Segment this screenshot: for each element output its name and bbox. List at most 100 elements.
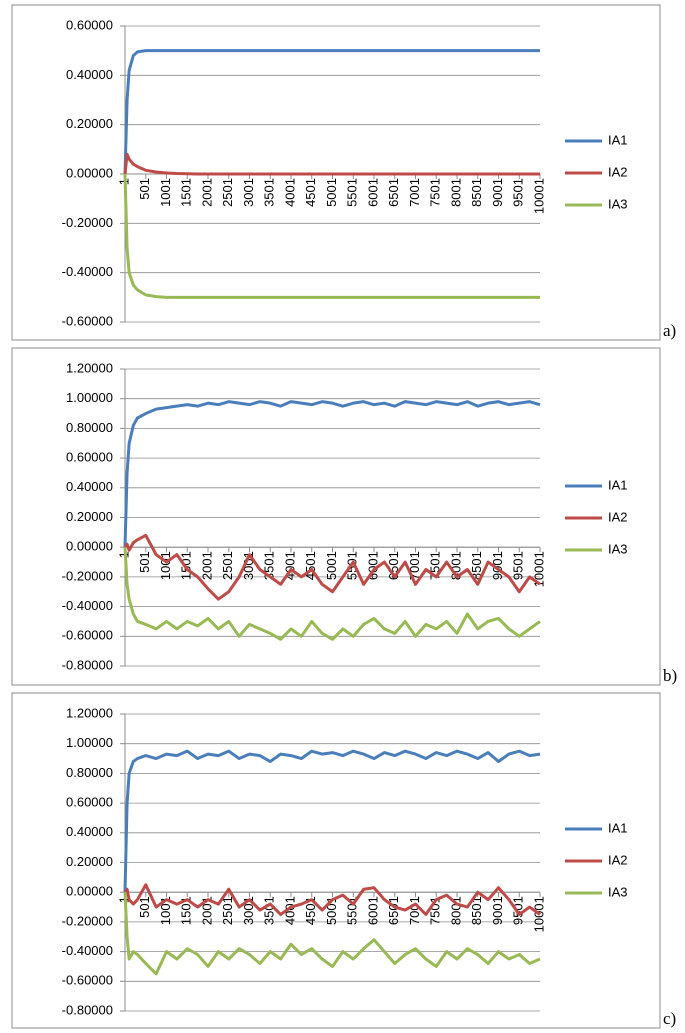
y-tick-label: -0.20000	[62, 568, 113, 583]
y-tick-label: 1.00000	[66, 735, 113, 750]
x-tick-label: 8001	[448, 178, 463, 207]
x-tick-label: 4001	[282, 178, 297, 207]
x-tick-label: 6501	[386, 178, 401, 207]
x-tick-label: 1501	[179, 178, 194, 207]
series-line	[123, 533, 541, 601]
x-tick-label: 7501	[428, 178, 443, 207]
x-tick-label: 2501	[220, 178, 235, 207]
legend-label: IA1	[608, 820, 628, 835]
x-tick-label: 8501	[469, 896, 484, 925]
x-tick-label: 2501	[220, 896, 235, 925]
series-line	[123, 883, 541, 916]
y-tick-label: 1.20000	[66, 705, 113, 720]
x-tick-label: 6501	[386, 896, 401, 925]
y-tick-label: 0.00000	[66, 539, 113, 554]
chart: b) -0.80000 -0.60000 -0.40000 -0.20000 0.0000…	[11, 347, 677, 686]
y-tick-label: 0.20000	[66, 116, 113, 131]
x-tick-label: 3501	[262, 178, 277, 207]
chart-frame	[11, 4, 661, 341]
x-tick-label: 1501	[179, 896, 194, 925]
x-tick-label: 7001	[407, 896, 422, 925]
x-tick-label: 1001	[158, 551, 173, 580]
series-line	[123, 152, 540, 176]
panel-label: c)	[663, 1009, 676, 1028]
x-tick-label: 10001	[531, 178, 546, 214]
x-tick-label: 7501	[428, 896, 443, 925]
x-tick-label: 5501	[345, 178, 360, 207]
chart: c) -0.80000 -0.60000 -0.40000 -0.20000 0.0000…	[11, 692, 676, 1029]
series-line	[123, 749, 541, 893]
x-tick-label: 9001	[490, 896, 505, 925]
legend-label: IA1	[608, 477, 628, 492]
y-tick-label: 0.00000	[66, 165, 113, 180]
chart-frame	[11, 692, 661, 1029]
x-tick-label: 5501	[345, 896, 360, 925]
x-tick-label: 9001	[490, 178, 505, 207]
series-line	[123, 547, 541, 641]
series-line	[123, 49, 540, 175]
x-tick-label: 4501	[303, 178, 318, 207]
y-tick-label: 0.80000	[66, 420, 113, 435]
x-tick-label: 1001	[158, 178, 173, 207]
chart: a) -0.60000 -0.40000 -0.20000 0.00000 0.20000…	[11, 4, 676, 341]
x-tick-label: 3501	[262, 896, 277, 925]
x-tick-label: 9501	[511, 178, 526, 207]
x-tick-label: 7001	[407, 178, 422, 207]
series-line	[123, 400, 541, 548]
y-tick-label: -0.60000	[62, 313, 113, 328]
x-tick-label: 4001	[282, 896, 297, 925]
y-tick-label: -0.80000	[62, 1002, 113, 1017]
series-line	[123, 892, 541, 976]
y-tick-label: 0.60000	[66, 450, 113, 465]
y-tick-label: -0.40000	[62, 264, 113, 279]
x-tick-label: 5001	[324, 178, 339, 207]
y-tick-label: 0.80000	[66, 765, 113, 780]
x-tick-label: 10001	[531, 551, 546, 587]
x-tick-label: 501	[137, 551, 152, 573]
x-tick-label: 5001	[324, 551, 339, 580]
x-tick-label: 501	[137, 178, 152, 200]
x-tick-label: 3001	[241, 178, 256, 207]
y-tick-label: -0.80000	[62, 657, 113, 672]
chart-frame	[11, 347, 661, 686]
legend-label: IA2	[608, 852, 628, 867]
x-tick-label: 8501	[469, 178, 484, 207]
x-tick-label: 6001	[365, 178, 380, 207]
y-tick-label: -0.20000	[62, 215, 113, 230]
series-line	[123, 173, 540, 299]
y-tick-label: 0.60000	[66, 17, 113, 32]
y-tick-label: 0.00000	[66, 884, 113, 899]
y-tick-label: -0.40000	[62, 598, 113, 613]
x-tick-label: 2001	[199, 551, 214, 580]
legend-label: IA3	[608, 541, 628, 556]
x-tick-label: 2001	[199, 178, 214, 207]
y-tick-label: 0.40000	[66, 67, 113, 82]
y-tick-label: 0.40000	[66, 479, 113, 494]
y-tick-label: 1.20000	[66, 360, 113, 375]
y-tick-label: 0.20000	[66, 509, 113, 524]
x-tick-label: 8501	[469, 551, 484, 580]
y-tick-label: -0.40000	[62, 943, 113, 958]
legend-label: IA1	[608, 132, 628, 147]
legend-label: IA2	[608, 509, 628, 524]
legend-label: IA3	[608, 884, 628, 899]
legend-label: IA3	[608, 196, 628, 211]
y-tick-label: -0.60000	[62, 628, 113, 643]
x-tick-label: 2501	[220, 551, 235, 580]
x-tick-label: 9501	[511, 551, 526, 580]
y-tick-label: 0.60000	[66, 795, 113, 810]
x-tick-label: 6001	[365, 551, 380, 580]
panel-label: b)	[663, 666, 677, 685]
x-tick-label: 8001	[448, 551, 463, 580]
y-tick-label: 0.40000	[66, 824, 113, 839]
panel-label: a)	[663, 321, 676, 340]
legend-label: IA2	[608, 164, 628, 179]
y-tick-label: -0.60000	[62, 973, 113, 988]
x-tick-label: 501	[137, 896, 152, 918]
x-tick-label: 4001	[282, 551, 297, 580]
y-tick-label: 1.00000	[66, 390, 113, 405]
y-tick-label: 0.20000	[66, 854, 113, 869]
y-tick-label: -0.20000	[62, 913, 113, 928]
x-tick-label: 6001	[365, 896, 380, 925]
